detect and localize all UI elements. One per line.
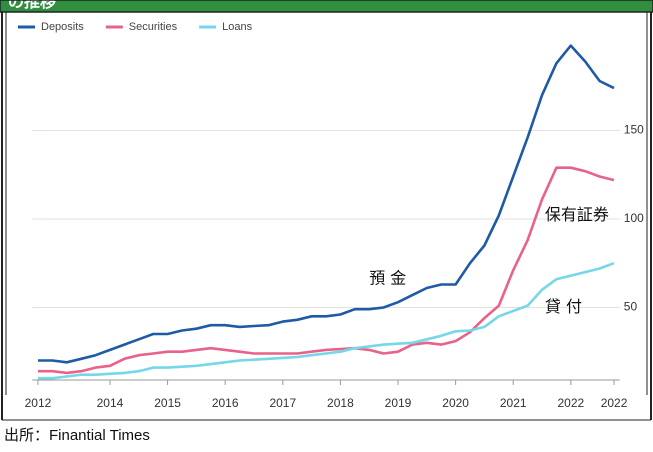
x-tick-label: 2014 bbox=[97, 396, 124, 410]
annotation: 預 金 bbox=[369, 269, 406, 288]
header-border bbox=[0, 0, 653, 13]
series-line bbox=[38, 166, 615, 375]
header-bar bbox=[0, 0, 653, 12]
y-tick-label: 150 bbox=[624, 123, 644, 137]
header-title: の推移 bbox=[8, 0, 56, 11]
x-tick-label: 2022 bbox=[601, 396, 628, 410]
x-tick-label: 2020 bbox=[442, 396, 469, 410]
legend-label: Loans bbox=[222, 21, 252, 33]
annotation: 保有証券 bbox=[545, 205, 609, 224]
x-tick-label: 2022 bbox=[557, 396, 584, 410]
x-tick-label: 2015 bbox=[154, 396, 181, 410]
y-tick-label: 100 bbox=[624, 211, 644, 225]
x-tick-label: 2016 bbox=[212, 396, 239, 410]
x-tick-label: 2017 bbox=[269, 396, 296, 410]
x-tick-label: 2012 bbox=[25, 396, 52, 410]
series-line bbox=[38, 44, 615, 364]
x-tick-label: 2021 bbox=[500, 396, 527, 410]
y-tick-label: 50 bbox=[624, 300, 638, 314]
annotation: 貸 付 bbox=[545, 297, 582, 316]
x-tick-label: 2018 bbox=[327, 396, 354, 410]
legend-label: Securities bbox=[129, 21, 178, 33]
x-tick-label: 2019 bbox=[385, 396, 412, 410]
legend-label: Deposits bbox=[41, 21, 84, 33]
source: 出所：Finantial Times bbox=[4, 427, 150, 444]
series-line bbox=[38, 261, 615, 380]
